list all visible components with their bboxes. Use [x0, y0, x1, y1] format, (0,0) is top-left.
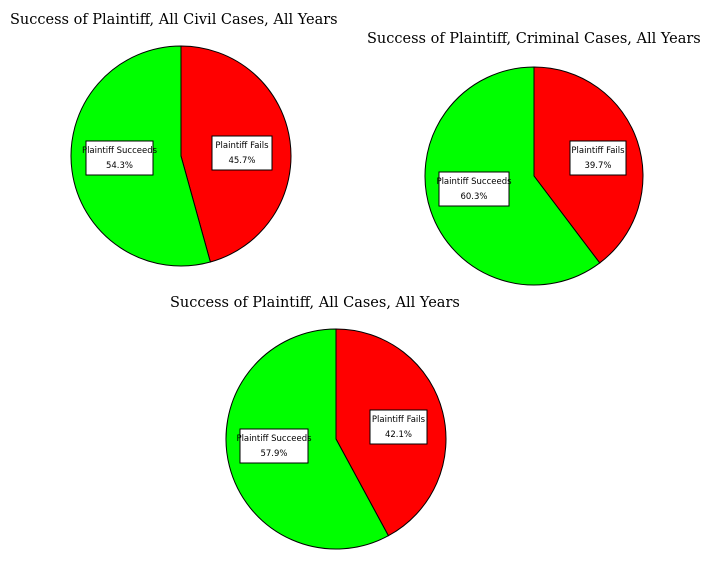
slice-label: Plaintiff Fails: [215, 141, 269, 151]
slice-label-box: [438, 171, 510, 207]
slice-label: Plaintiff Succeeds: [82, 146, 158, 156]
slice-value-label: 39.7%: [584, 161, 611, 171]
pie-chart-3: Success of Plaintiff, All Cases, All Yea…: [170, 295, 460, 550]
slice-label: Plaintiff Fails: [372, 415, 426, 425]
chart-title: Success of Plaintiff, Criminal Cases, Al…: [367, 31, 701, 47]
slice-label-box: [239, 428, 309, 464]
slice-label-box: [569, 140, 627, 176]
slice-value-label: 42.1%: [385, 430, 412, 440]
slice-label-box: [369, 409, 428, 445]
slice-value-label: 57.9%: [260, 449, 287, 459]
pie-slice-plaintiff-succeeds: [424, 66, 601, 286]
slice-label: Plaintiff Succeeds: [236, 434, 312, 444]
pie-chart-1: Success of Plaintiff, All Civil Cases, A…: [10, 12, 338, 267]
chart-title: Success of Plaintiff, All Cases, All Yea…: [170, 295, 460, 311]
slice-value-label: 45.7%: [228, 156, 255, 166]
slice-value-label: 60.3%: [460, 192, 487, 202]
chart-title: Success of Plaintiff, All Civil Cases, A…: [10, 12, 338, 28]
slice-value-label: 54.3%: [106, 161, 133, 171]
slice-label: Plaintiff Fails: [571, 146, 625, 156]
slice-label: Plaintiff Succeeds: [436, 177, 512, 187]
slice-label-box: [211, 135, 273, 171]
pie-chart-2: Success of Plaintiff, Criminal Cases, Al…: [367, 31, 701, 286]
slice-label-box: [85, 140, 154, 176]
